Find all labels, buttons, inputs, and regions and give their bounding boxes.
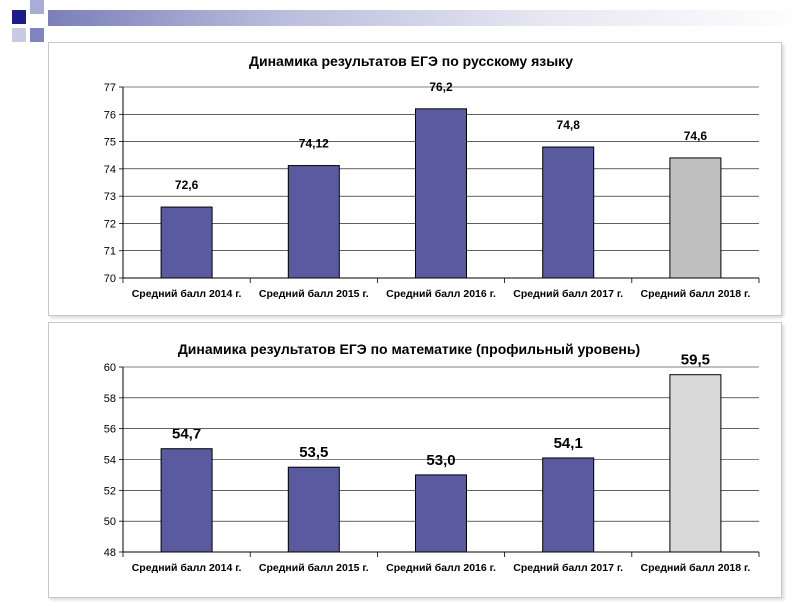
header-gradient-stripe (48, 10, 810, 26)
corner-square-light-3 (30, 28, 44, 42)
y-tick-label: 52 (104, 485, 116, 497)
bar (415, 108, 467, 279)
math-results-chart: Динамика результатов ЕГЭ по математике (… (104, 341, 760, 574)
bar (160, 206, 213, 279)
data-label: 74,12 (299, 137, 329, 151)
corner-square-dark (12, 10, 26, 24)
y-tick-label: 74 (104, 164, 116, 176)
data-label: 74,6 (684, 129, 708, 143)
y-tick-label: 72 (104, 218, 116, 230)
bar (542, 146, 595, 279)
category-label: Средний балл 2015 г. (259, 288, 369, 300)
y-tick-label: 48 (104, 547, 116, 559)
y-tick-label: 54 (104, 455, 116, 467)
y-tick-label: 56 (104, 424, 116, 436)
y-tick-label: 73 (104, 191, 116, 203)
bar (160, 448, 213, 553)
data-label: 76,2 (429, 80, 453, 94)
data-label: 72,6 (175, 178, 199, 192)
russian-chart-panel: Динамика результатов ЕГЭ по русскому язы… (48, 42, 782, 316)
category-label: Средний балл 2018 г. (641, 288, 751, 300)
category-label: Средний балл 2014 г. (132, 562, 242, 574)
data-label: 53,5 (299, 444, 328, 461)
y-tick-label: 71 (104, 246, 116, 258)
bar (669, 157, 722, 279)
chart-title: Динамика результатов ЕГЭ по математике (… (178, 341, 640, 357)
y-tick-label: 75 (104, 137, 116, 149)
chart-title: Динамика результатов ЕГЭ по русскому язы… (249, 53, 573, 69)
data-label: 74,8 (557, 118, 581, 132)
bar (542, 457, 595, 553)
y-tick-label: 50 (104, 516, 116, 528)
data-label: 54,7 (172, 426, 201, 443)
russian-results-chart: Динамика результатов ЕГЭ по русскому язы… (104, 53, 760, 300)
bar (415, 474, 467, 553)
category-label: Средний балл 2017 г. (513, 288, 623, 300)
category-label: Средний балл 2015 г. (259, 562, 369, 574)
data-label: 53,0 (426, 452, 455, 469)
category-label: Средний балл 2016 г. (386, 288, 496, 300)
y-tick-label: 70 (104, 273, 116, 285)
category-label: Средний балл 2014 г. (132, 288, 242, 300)
data-label: 54,1 (554, 435, 583, 452)
corner-square-light-2 (12, 28, 26, 42)
y-tick-label: 77 (104, 82, 116, 94)
bar (287, 466, 340, 553)
y-tick-label: 76 (104, 109, 116, 121)
category-label: Средний балл 2016 г. (386, 562, 496, 574)
corner-square-light (30, 0, 44, 14)
bar (669, 374, 722, 553)
bar (287, 165, 340, 279)
category-label: Средний балл 2017 г. (513, 562, 623, 574)
math-chart-panel: Динамика результатов ЕГЭ по математике (… (48, 322, 782, 598)
category-label: Средний балл 2018 г. (641, 562, 751, 574)
y-tick-label: 60 (104, 362, 116, 374)
data-label: 59,5 (681, 352, 710, 369)
y-tick-label: 58 (104, 393, 116, 405)
